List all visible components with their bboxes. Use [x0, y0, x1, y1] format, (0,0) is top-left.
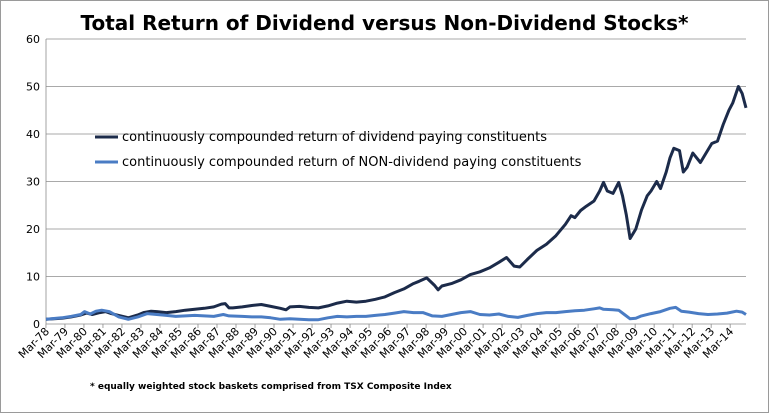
footnote: * equally weighted stock baskets compris… [90, 382, 452, 392]
series-line-0 [45, 85, 748, 321]
series-line-1 [45, 305, 747, 322]
y-tick-label: 50 [26, 81, 40, 94]
legend-label-0: continuously compounded return of divide… [122, 130, 547, 145]
y-tick-label: 10 [26, 271, 40, 284]
axes: 0102030405060Mar-78Mar-79Mar-80Mar-81Mar… [16, 33, 736, 361]
y-tick-label: 20 [26, 223, 40, 236]
y-tick-label: 40 [26, 128, 40, 141]
legend: continuously compounded return of divide… [95, 130, 582, 170]
y-tick-label: 0 [33, 318, 40, 331]
gridlines [46, 38, 746, 325]
chart-title: Total Return of Dividend versus Non-Divi… [80, 11, 689, 35]
legend-label-1: continuously compounded return of NON-di… [122, 155, 582, 170]
series-lines [45, 85, 748, 322]
y-tick-label: 30 [26, 176, 40, 189]
y-tick-label: 60 [26, 33, 40, 46]
